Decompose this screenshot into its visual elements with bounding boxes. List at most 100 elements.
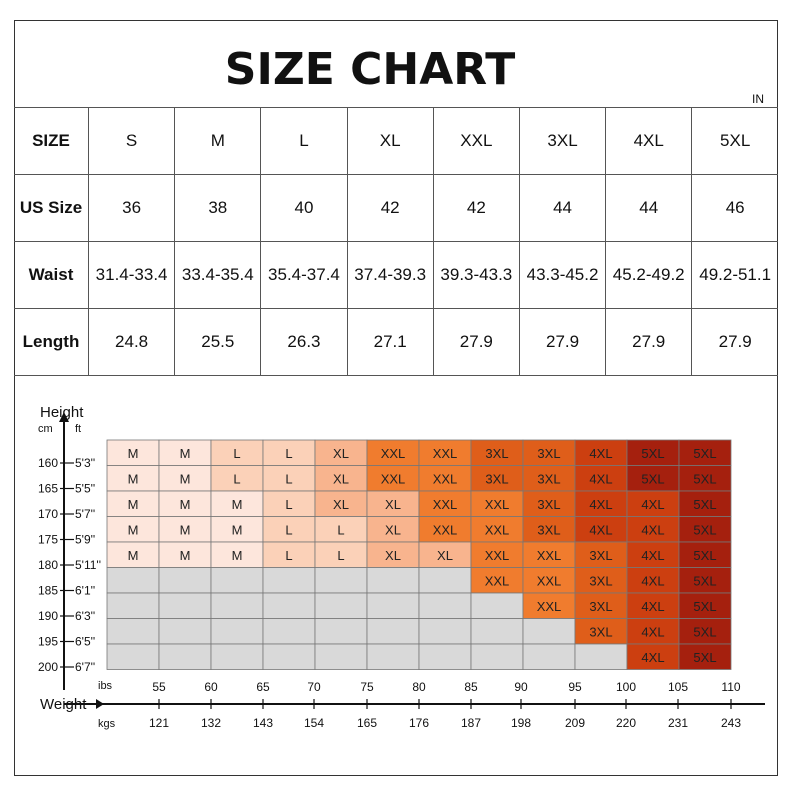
grid-cell-label: XL — [333, 446, 349, 461]
grid-cell — [314, 567, 368, 594]
grid-cell — [418, 618, 472, 645]
height-unit-cm: cm — [38, 423, 53, 435]
grid-cell — [678, 541, 732, 568]
grid-cell-label: 3XL — [537, 497, 560, 512]
grid-cell-label: 5XL — [693, 446, 716, 461]
grid-cell-label: M — [180, 548, 191, 563]
height-cm-label: 190 — [38, 609, 58, 623]
grid-cell-label: M — [180, 497, 191, 512]
size-table: SIZE S M L XL XXL 3XL 4XL 5XL US Size 36 38 40 42 42 44… — [14, 107, 778, 376]
grid-cell-label: L — [233, 446, 240, 461]
grid-cell — [470, 465, 524, 492]
grid-cell — [158, 465, 212, 492]
grid-cell — [366, 439, 420, 466]
grid-cell-label: XL — [385, 497, 401, 512]
grid-cell — [470, 490, 524, 517]
weight-kgs-label: 187 — [461, 716, 481, 730]
grid-cell — [574, 592, 628, 619]
grid-cell — [574, 516, 628, 543]
weight-kgs-label: 176 — [409, 716, 429, 730]
grid-cell-label: XXL — [433, 446, 458, 461]
grid-cell-label: L — [285, 497, 292, 512]
weight-kgs-label: 220 — [616, 716, 636, 730]
grid-cell-label: L — [337, 522, 344, 537]
height-ft-label: 6'5'' — [75, 635, 95, 649]
grid-cell — [314, 465, 368, 492]
grid-cell — [210, 592, 264, 619]
grid-cell — [106, 643, 160, 670]
grid-cell — [678, 465, 732, 492]
table-cell: 27.9 — [691, 308, 778, 376]
chart-frame — [14, 20, 778, 776]
grid-cell-label: XL — [437, 548, 453, 563]
grid-cell — [366, 618, 420, 645]
table-cell: 39.3-43.3 — [432, 241, 520, 309]
height-cm-label: 200 — [38, 660, 58, 674]
grid-cell-label: XXL — [381, 446, 406, 461]
grid-cell-label: XXL — [433, 497, 458, 512]
height-cm-label: 175 — [38, 533, 58, 547]
grid-cell-label: XL — [333, 471, 349, 486]
grid-cell-label: 4XL — [641, 497, 664, 512]
grid-cell-label: 5XL — [693, 624, 716, 639]
grid-cell — [470, 567, 524, 594]
table-cell: 26.3 — [260, 308, 348, 376]
grid-cell-label: 4XL — [641, 599, 664, 614]
grid-cell — [366, 516, 420, 543]
table-cell: 49.2-51.1 — [691, 241, 778, 309]
grid-cell — [522, 541, 576, 568]
grid-cell-label: 4XL — [641, 650, 664, 665]
grid-cell — [262, 439, 316, 466]
grid-cell-label: XL — [385, 522, 401, 537]
grid-cell — [262, 592, 316, 619]
weight-lbs-label: 85 — [464, 680, 478, 694]
weight-kgs-label: 121 — [149, 716, 169, 730]
grid-cell-label: 4XL — [641, 548, 664, 563]
table-cell: 42 — [432, 174, 520, 242]
grid-cell — [522, 618, 576, 645]
grid-cell-label: XXL — [485, 522, 510, 537]
grid-cell — [262, 643, 316, 670]
grid-cell-label: M — [128, 446, 139, 461]
weight-kgs-label: 143 — [253, 716, 273, 730]
weight-lbs-label: 110 — [721, 680, 740, 694]
grid-cell — [574, 643, 628, 670]
table-cell: 36 — [87, 174, 176, 242]
grid-cell-label: 4XL — [641, 624, 664, 639]
grid-cell-label: XXL — [433, 522, 458, 537]
table-cell: 33.4-35.4 — [174, 241, 262, 309]
size-table-row: US Size 36 38 40 42 42 44 44 46 — [14, 174, 778, 242]
grid-cell-label: 4XL — [589, 497, 612, 512]
grid-cell — [678, 592, 732, 619]
grid-cell — [106, 618, 160, 645]
height-ft-label: 5'9'' — [75, 533, 95, 547]
grid-cell-label: XXL — [537, 573, 562, 588]
row-header: SIZE — [14, 107, 89, 175]
grid-cell — [366, 490, 420, 517]
weight-lbs-label: 95 — [568, 680, 582, 694]
table-cell: 37.4-39.3 — [346, 241, 434, 309]
grid-cell — [106, 567, 160, 594]
grid-cell-label: M — [232, 497, 243, 512]
grid-cell — [366, 592, 420, 619]
grid-cell — [418, 439, 472, 466]
grid-cell — [626, 592, 680, 619]
grid-cell-label: 5XL — [693, 650, 716, 665]
table-cell: XXL — [432, 107, 520, 175]
weight-axis-arrow — [96, 699, 104, 709]
grid-cell — [678, 490, 732, 517]
table-cell: 44 — [605, 174, 693, 242]
grid-cell — [678, 643, 732, 670]
grid-cell — [626, 439, 680, 466]
grid-cell-label: XXL — [433, 471, 458, 486]
grid-cell-label: 5XL — [641, 471, 664, 486]
height-ft-label: 6'1'' — [75, 584, 95, 598]
grid-cell-label: L — [285, 522, 292, 537]
weight-lbs-label: 105 — [668, 680, 688, 694]
weight-kgs-label: 165 — [357, 716, 377, 730]
grid-cell — [522, 592, 576, 619]
grid-cell-label: 5XL — [693, 471, 716, 486]
height-cm-label: 160 — [38, 456, 58, 470]
grid-cell-label: 4XL — [589, 446, 612, 461]
table-cell: 40 — [260, 174, 348, 242]
